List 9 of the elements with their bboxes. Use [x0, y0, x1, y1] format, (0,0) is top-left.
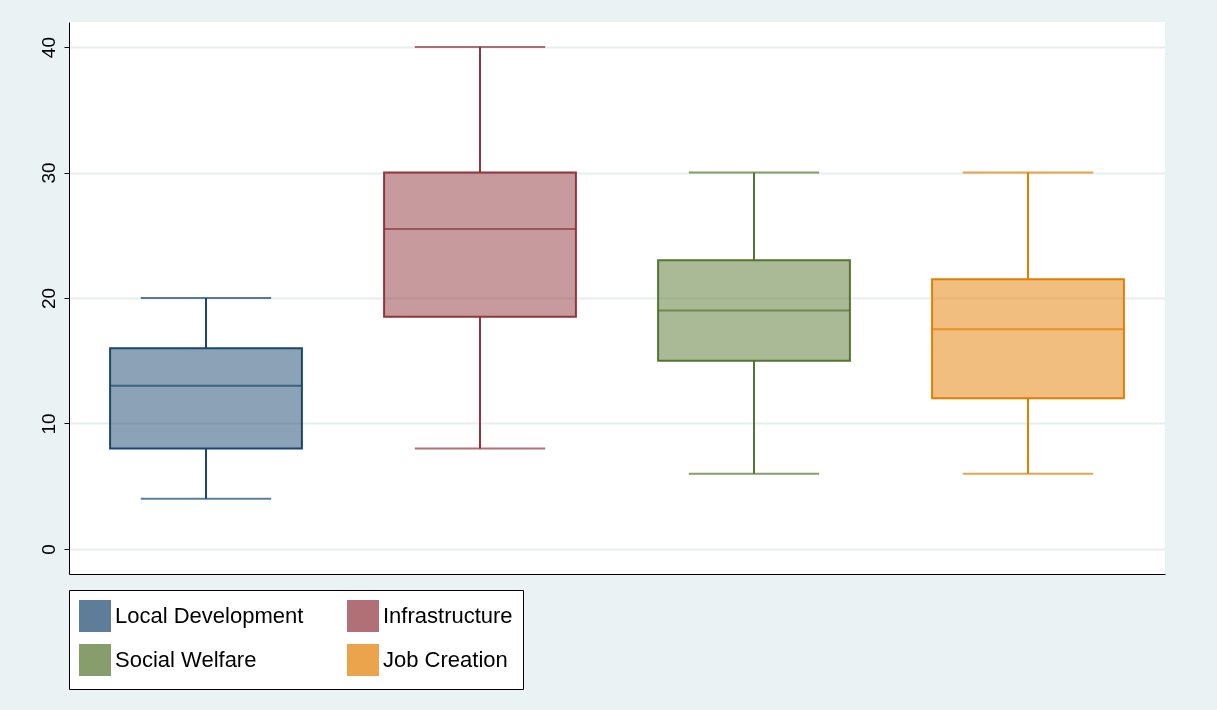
legend-label: Local Development [115, 603, 304, 628]
y-tick-label: 40 [37, 37, 59, 59]
y-tick-label: 10 [37, 413, 59, 435]
legend-label: Job Creation [383, 647, 508, 672]
legend-label: Infrastructure [383, 603, 513, 628]
y-tick-label: 30 [37, 162, 59, 184]
legend-label: Social Welfare [115, 647, 257, 672]
y-tick-label: 0 [37, 544, 59, 555]
y-tick-label: 20 [37, 287, 59, 310]
